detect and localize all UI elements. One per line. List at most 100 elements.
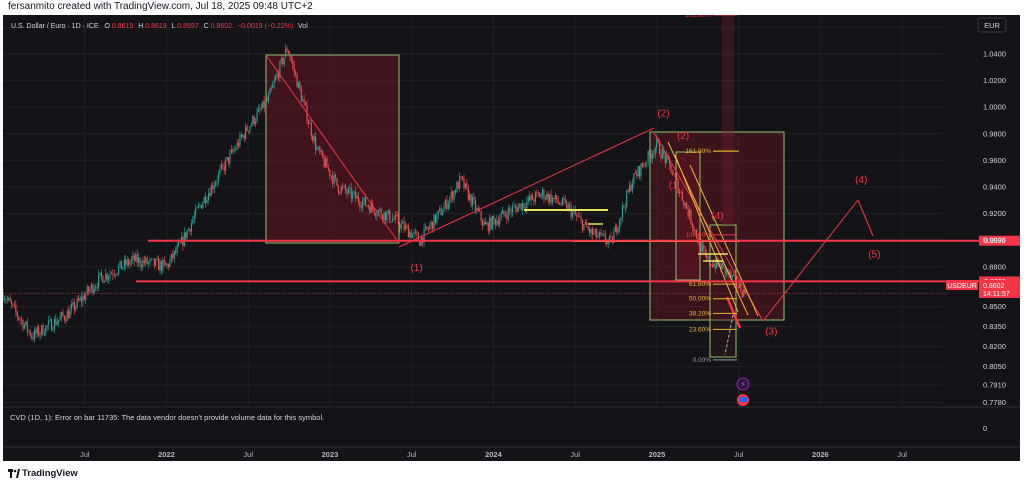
- currency-badge[interactable]: EUR: [977, 17, 1007, 33]
- candle-body: [427, 229, 429, 230]
- candle-body: [253, 116, 255, 125]
- candle-body: [123, 259, 125, 268]
- wave-label-4: (4): [711, 211, 723, 222]
- candle-body: [711, 264, 713, 267]
- countdown: 14:11:57: [983, 291, 1010, 298]
- candle-body: [45, 325, 47, 335]
- legend-h: 0.8619: [145, 23, 167, 30]
- candle-body: [15, 305, 17, 312]
- chart-panel[interactable]: 0.89960.8690 261.80%161.80%100.00%61.80%…: [3, 15, 1020, 461]
- candle-body: [26, 321, 28, 331]
- candle-body: [413, 231, 415, 234]
- candle-body: [65, 319, 67, 321]
- candle-body: [40, 325, 43, 334]
- candle-body: [113, 274, 115, 276]
- candle-body: [570, 205, 572, 218]
- candle-body: [88, 286, 90, 292]
- candle-body: [472, 197, 474, 206]
- candle-body: [73, 302, 75, 311]
- candle-body: [504, 214, 506, 216]
- candle-body: [263, 100, 265, 109]
- last-price-bg: [979, 280, 1020, 298]
- price-tick-2: 1.0200: [983, 76, 1006, 85]
- price-axis[interactable]: 1.06001.04001.02001.00000.98000.96000.94…: [983, 23, 1006, 407]
- candle-body: [482, 220, 484, 226]
- candle-body: [207, 193, 210, 201]
- candle-body: [738, 282, 741, 289]
- candle-body: [706, 253, 708, 259]
- candle-body: [688, 209, 691, 217]
- candle-body: [560, 204, 562, 206]
- candle-body: [217, 173, 220, 182]
- candle-body: [176, 245, 178, 253]
- candle-body: [128, 259, 130, 265]
- projection-line-4-to-5: [857, 199, 874, 237]
- candle-body: [106, 273, 108, 280]
- candle-body: [295, 71, 297, 75]
- time-tick-6: Jul: [570, 450, 580, 459]
- candle-body: [443, 206, 445, 213]
- candle-body: [330, 175, 332, 177]
- time-tick-2: Jul: [243, 450, 253, 459]
- candle-body: [196, 207, 198, 208]
- candle-body: [514, 206, 516, 208]
- candle-body: [100, 272, 103, 276]
- candle-body: [148, 261, 150, 264]
- candle-body: [676, 176, 678, 180]
- candle-body: [446, 199, 448, 210]
- candle-body: [716, 258, 718, 269]
- fib-label-7: 0.00%: [693, 357, 712, 364]
- candle-body: [402, 221, 404, 224]
- candle-body: [534, 192, 536, 202]
- candle-body: [604, 234, 606, 243]
- candle-body: [56, 322, 58, 325]
- candle-body: [235, 149, 237, 150]
- candle-body: [374, 213, 377, 216]
- candle-body: [594, 229, 596, 233]
- candle-body: [426, 226, 428, 230]
- candle-body: [189, 228, 191, 232]
- wave-label-7: (5): [868, 249, 880, 260]
- cvd-pane: CVD (1D, 1): Error on bar 11735: The dat…: [3, 406, 1020, 433]
- candle-body: [369, 207, 371, 213]
- candle-body: [280, 58, 282, 62]
- candle-body: [270, 87, 272, 89]
- event-icons[interactable]: ⚡: [736, 377, 750, 406]
- time-tick-7: 2025: [649, 450, 666, 459]
- fib-label-2: 100.00%: [685, 232, 711, 239]
- candle-body: [209, 193, 211, 196]
- candle-body: [132, 255, 134, 260]
- candle-body: [377, 210, 379, 215]
- candle-body: [577, 216, 579, 217]
- candle-body: [93, 288, 95, 293]
- candle-body: [200, 205, 202, 209]
- candle-body: [98, 274, 100, 288]
- candle-body: [581, 219, 584, 231]
- candle-body: [384, 212, 387, 221]
- candle-body: [624, 206, 626, 208]
- candle-body: [90, 284, 93, 290]
- candle-body: [259, 108, 261, 110]
- tradingview-brand: TradingView: [22, 468, 78, 479]
- candle-body: [497, 220, 499, 225]
- candle-body: [668, 157, 671, 165]
- price-tick-9: 0.8800: [983, 262, 1006, 271]
- candle-body: [337, 185, 339, 193]
- candle-body: [464, 183, 466, 189]
- candle-body: [39, 333, 41, 336]
- candle-body: [25, 321, 27, 325]
- legend-l-label: L: [172, 23, 176, 30]
- candle-body: [186, 230, 188, 239]
- chart-canvas[interactable]: 0.89960.8690 261.80%161.80%100.00%61.80%…: [3, 15, 1020, 461]
- candle-body: [600, 232, 602, 235]
- candle-body: [743, 288, 745, 297]
- candle-body: [46, 325, 48, 327]
- candle-body: [360, 206, 362, 208]
- candle-body: [660, 154, 662, 158]
- time-axis[interactable]: Jul 2022 Jul 2023 Jul 2024 Jul 2025 Jul 2026 Jul: [80, 450, 907, 459]
- candle-body: [32, 336, 34, 340]
- candle-body: [38, 327, 40, 336]
- fib-label-4: 50.00%: [689, 296, 711, 303]
- candle-body: [651, 153, 653, 159]
- candle-body: [175, 250, 177, 253]
